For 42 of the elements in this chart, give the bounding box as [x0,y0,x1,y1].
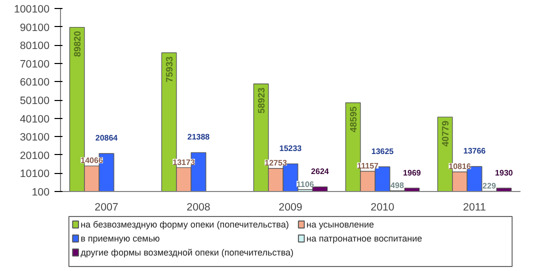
data-label: 10816 [448,162,472,172]
data-label: 13173 [172,158,196,167]
x-tick-label: 2011 [463,202,486,214]
data-label: 229 [482,182,496,191]
data-label: 14066 [80,156,104,166]
y-tick-label: 30100 [20,132,50,144]
y-tick-label: 80100 [20,40,50,52]
data-label: 1969 [403,168,422,178]
x-tick-label: 2009 [278,202,302,214]
y-tick-label: 20100 [20,150,50,162]
data-label: 40779 [440,120,451,147]
y-tick-label: 100 [32,186,50,198]
y-tick-label: 40100 [20,113,50,126]
data-label: 15233 [279,144,302,153]
data-label: 11157 [357,162,380,171]
data-label: 2624 [311,167,330,176]
data-label: 1106 [296,180,314,189]
data-label: 48595 [348,106,359,132]
legend-label: в приемную семью [80,234,160,244]
y-tick-label: 10100 [20,168,50,180]
y-tick-label: 60100 [20,76,50,89]
data-label: 12753 [264,158,288,168]
legend-label: на патронатное воспитание [306,234,422,244]
data-label: 13766 [463,146,486,156]
x-tick-label: 2007 [94,202,118,214]
data-label: 75933 [164,56,175,82]
y-tick-label: 50100 [20,95,50,107]
data-label: 20864 [95,134,118,143]
legend-label: другие формы возмездной опеки (попечительства) [80,248,294,258]
x-tick-label: 2010 [370,202,394,214]
data-label: 21388 [187,132,210,142]
y-tick-label: 70100 [20,58,50,70]
legend-label: на усыновление [306,220,374,230]
y-tick-label: 100100 [14,4,50,16]
x-tick-label: 2008 [186,202,210,214]
legend-label: на безвозмездную форму опеки (попечительства) [80,220,289,230]
data-label: 89820 [72,30,83,57]
data-label: 1930 [495,168,514,178]
data-label: 498 [390,181,404,190]
y-tick-label: 90100 [20,22,50,34]
data-label: 58923 [256,88,267,114]
data-label: 13625 [371,146,394,156]
